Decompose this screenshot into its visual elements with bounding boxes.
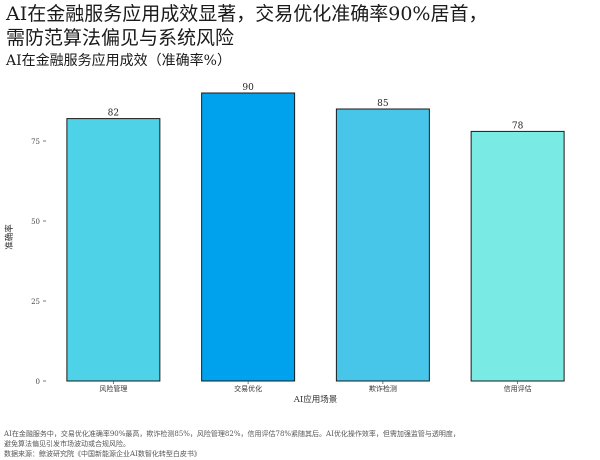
source-note: 数据来源：鲸波研究院《中国新能源企业AI数智化转型白皮书》 [4, 450, 201, 458]
value-label-3: 78 [512, 121, 524, 131]
chart-subtitle: AI在金融服务应用成效（准确率%） [6, 53, 231, 69]
value-label-0: 82 [108, 109, 119, 119]
value-label-1: 90 [242, 83, 254, 93]
x-tick-label-3: 信用评估 [504, 384, 532, 393]
value-label-2: 85 [377, 99, 389, 109]
footnote-line-2: 避免算法偏见引发市场波动或合规风险。 [4, 440, 130, 448]
bar-3 [470, 130, 565, 382]
chart-title: AI在金融服务应用成效显著，交易优化准确率90%居首， 需防范算法偏见与系统风险 [6, 3, 488, 49]
y-tick-label-0: 0 [36, 378, 40, 386]
y-tick-label-3: 75 [31, 138, 40, 146]
y-axis-label: 准确率 [4, 224, 15, 250]
bar-chart: 0 25 50 75 82 风险管理 90 交易优化 85 欺诈检测 78 信用评估 AI应用场景 准确率 [4, 83, 565, 405]
x-tick-label-1: 交易优化 [234, 384, 262, 393]
bar-2 [335, 108, 430, 382]
y-tick-label-2: 50 [31, 218, 40, 226]
y-tick-label-1: 25 [31, 298, 40, 306]
bar-1 [201, 92, 296, 382]
footnote: AI在金融服务中，交易优化准确率90%最高，欺诈检测85%，风险管理82%，信用… [4, 429, 594, 459]
x-axis-label: AI应用场景 [293, 394, 338, 405]
footnote-line-1: AI在金融服务中，交易优化准确率90%最高，欺诈检测85%，风险管理82%，信用… [4, 430, 460, 438]
x-tick-label-0: 风险管理 [99, 384, 127, 393]
x-tick-label-2: 欺诈检测 [369, 384, 397, 393]
bar-0 [66, 118, 161, 382]
